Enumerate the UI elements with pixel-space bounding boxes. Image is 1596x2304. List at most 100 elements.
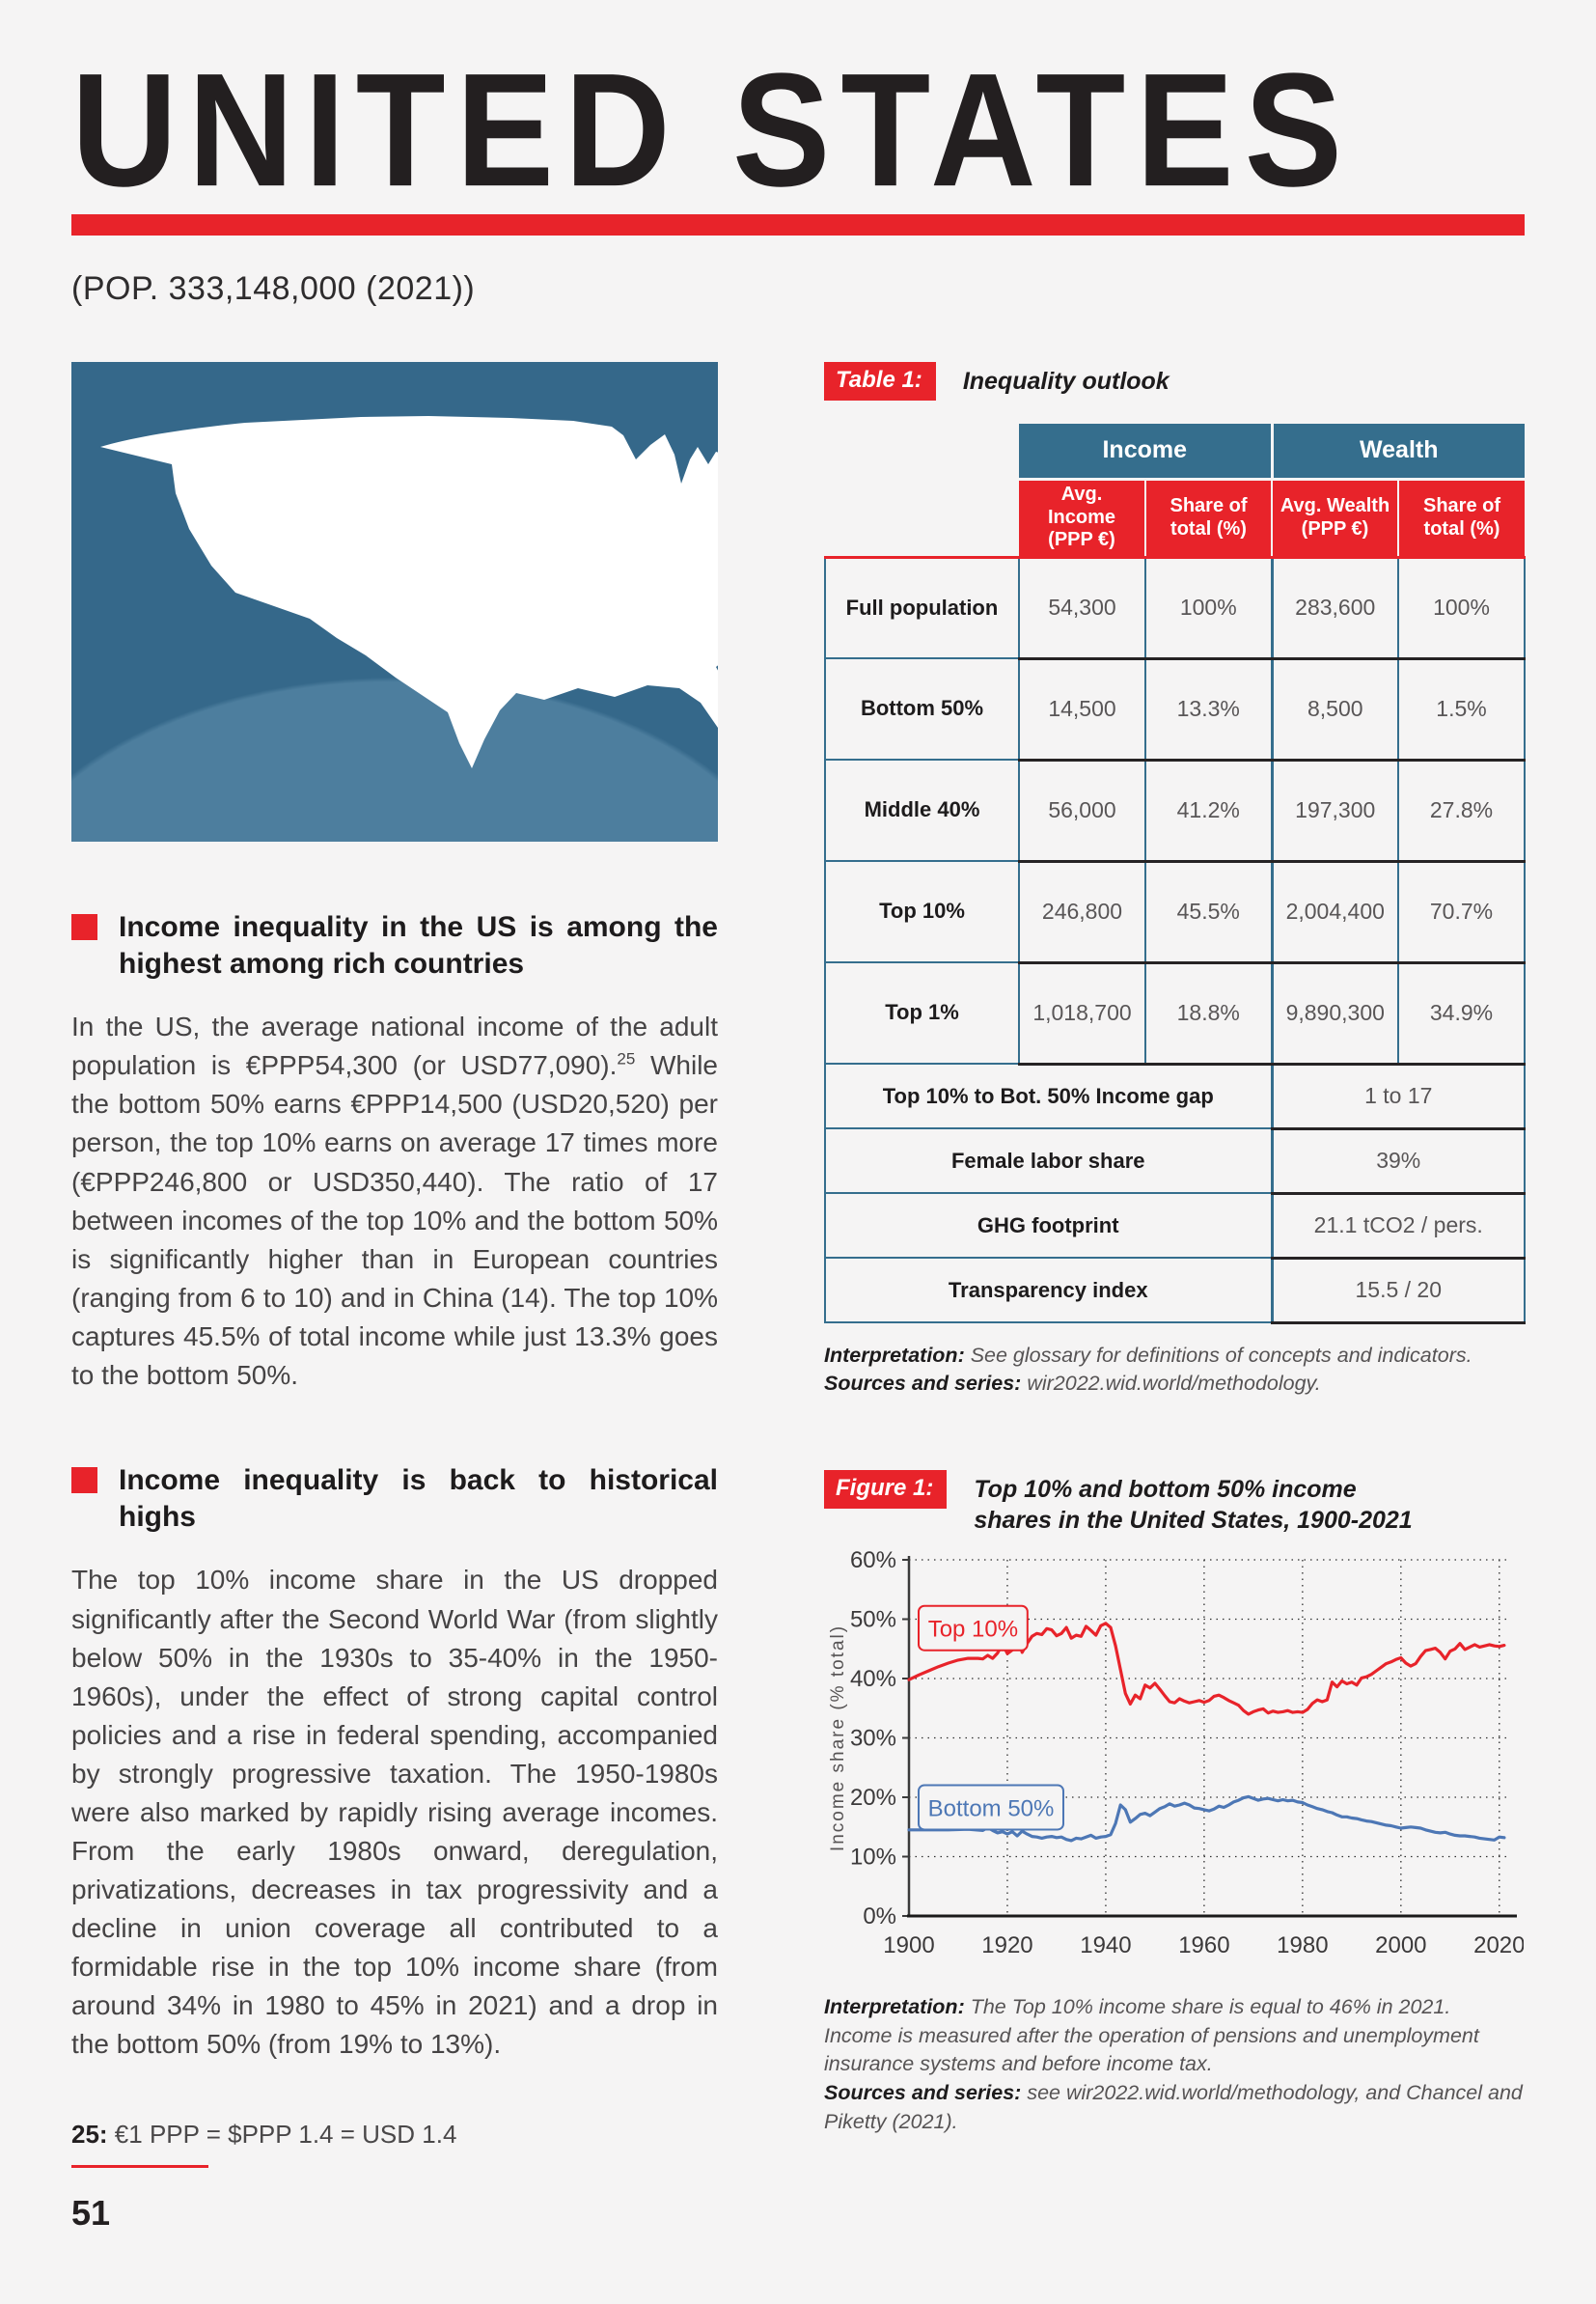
svg-text:Bottom 50%: Bottom 50% [928,1795,1055,1821]
table-corner-blank [825,424,1019,558]
table-row: Bottom 50% 14,500 13.3% 8,500 1.5% [824,656,1526,762]
table-label-chip: Table 1: [824,361,936,401]
col-header-avg-income: Avg. Income (PPP €) [1019,479,1145,558]
svg-text:40%: 40% [850,1666,896,1692]
sources-text: wir2022.wid.world/methodology. [1021,1372,1321,1396]
cell-value: 54,300 [1018,555,1146,660]
figure-chart-wrap: 0% 10% 20% 30% 40% 50% 60% 1900 1920 1940 1960 1980… [824,1546,1525,1976]
svg-text:Top 10%: Top 10% [928,1617,1018,1643]
row-label: Top 10% [824,860,1020,964]
section-1-heading-row: Income inequality in the US is among the… [71,909,718,984]
summary-value: 1 to 17 [1270,1062,1526,1130]
table-row: Top 10% 246,800 45.5% 2,004,400 70.7% [824,859,1526,964]
svg-text:10%: 10% [850,1844,896,1870]
svg-text:50%: 50% [850,1606,896,1632]
cell-value: 41.2% [1144,758,1273,863]
footnote-number: 25: [71,2119,108,2149]
svg-text:60%: 60% [850,1547,896,1573]
col-header-avg-wealth: Avg. Wealth (PPP €) [1271,479,1398,558]
summary-row: Female labor share 39% [824,1126,1526,1195]
footnote-ref-25: 25 [617,1050,636,1069]
page-title: UNITED STATES [71,40,1354,221]
table-interpretation: Interpretation: See glossary for definit… [824,1342,1524,1399]
cell-value: 27.8% [1397,758,1526,863]
table-row: Middle 40% 56,000 41.2% 197,300 27.8% [824,758,1526,863]
footnote-text: €1 PPP = $PPP 1.4 = USD 1.4 [107,2119,457,2149]
cell-value: 8,500 [1270,656,1399,762]
population-line: (POP. 333,148,000 (2021)) [71,269,476,307]
red-square-bullet-icon [71,913,97,940]
svg-text:1900: 1900 [883,1932,934,1958]
interpretation-label: Interpretation: [824,1994,965,2018]
col-header-income-share: Share of total (%) [1144,479,1272,558]
row-label: Top 1% [824,961,1020,1066]
cell-value: 18.8% [1144,960,1273,1066]
country-map-tile [71,361,718,842]
cell-value: 283,600 [1270,555,1399,660]
cell-value: 100% [1144,555,1273,660]
group-header-income: Income [1019,423,1272,481]
section-2-heading-row: Income inequality is back to historical … [71,1462,718,1537]
svg-text:1940: 1940 [1080,1932,1131,1958]
svg-text:1920: 1920 [981,1932,1032,1958]
interpretation-label: Interpretation: [824,1343,965,1367]
section-1-heading: Income inequality in the US is among the… [119,910,718,980]
row-label: Bottom 50% [824,657,1020,762]
table-title: Inequality outlook [962,367,1169,395]
summary-row: Transparency index 15.5 / 20 [824,1256,1526,1324]
right-column: Table 1: Inequality outlook Income Wealt… [824,361,1526,2137]
us-map-silhouette [100,415,718,768]
cell-value: 13.3% [1144,656,1273,762]
svg-text:2020: 2020 [1473,1932,1524,1958]
summary-label: GHG footprint [824,1192,1273,1260]
svg-text:30%: 30% [850,1725,896,1751]
cell-value: 9,890,300 [1270,960,1399,1066]
figure-title: Top 10% and bottom 50% income shares in … [974,1475,1413,1535]
cell-value: 34.9% [1397,960,1526,1066]
summary-label: Transparency index [824,1257,1273,1324]
page-number: 51 [71,2192,111,2233]
section-2-paragraph: The top 10% income share in the US dropp… [71,1565,718,2059]
summary-value: 39% [1270,1126,1526,1195]
inequality-table: Income Wealth Avg. Income (PPP €) Share … [824,423,1526,1324]
interpretation-text: The Top 10% income share is equal to 46%… [824,1994,1479,2076]
summary-value: 15.5 / 20 [1270,1256,1526,1324]
figure-block: Figure 1: Top 10% and bottom 50% income … [824,1469,1525,2136]
footnote-red-rule [71,2164,208,2168]
summary-row: GHG footprint 21.1 tCO2 / pers. [824,1191,1526,1260]
cell-value: 70.7% [1397,859,1526,964]
figure-block-head: Figure 1: Top 10% and bottom 50% income … [824,1469,1524,1537]
table-block-head: Table 1: Inequality outlook [824,361,1524,401]
income-shares-line-chart: 0% 10% 20% 30% 40% 50% 60% 1900 1920 1940 1960 1980… [828,1547,1525,1958]
group-header-wealth: Wealth [1270,423,1525,481]
title-red-rule [71,213,1525,236]
section-1-paragraph: In the US, the average national income o… [71,1008,718,1394]
sources-text: see wir2022.wid.world/methodology, and C… [824,2080,1523,2133]
report-page: UNITED STATES (POP. 333,148,000 (2021)) … [0,40,1596,2234]
cell-value: 1,018,700 [1018,960,1146,1066]
summary-label: Top 10% to Bot. 50% Income gap [824,1063,1273,1130]
svg-text:Income share (% total): Income share (% total) [828,1624,848,1851]
cell-value: 14,500 [1018,656,1146,762]
cell-value: 246,800 [1018,859,1146,964]
interpretation-text: See glossary for definitions of concepts… [964,1343,1472,1367]
svg-text:20%: 20% [850,1785,896,1811]
row-label: Full population [824,555,1020,660]
table-row: Top 1% 1,018,700 18.8% 9,890,300 34.9% [824,960,1526,1066]
cell-value: 56,000 [1018,758,1146,863]
section-1-text-b: While the bottom 50% earns €PPP14,500 (U… [71,1050,718,1390]
section-2-heading: Income inequality is back to historical … [119,1463,718,1534]
summary-value: 21.1 tCO2 / pers. [1270,1191,1526,1260]
cell-value: 45.5% [1144,859,1273,964]
summary-row: Top 10% to Bot. 50% Income gap 1 to 17 [824,1062,1526,1130]
cell-value: 1.5% [1397,656,1526,762]
red-square-bullet-icon [71,1466,97,1493]
svg-text:2000: 2000 [1375,1932,1426,1958]
svg-text:0%: 0% [863,1903,896,1929]
svg-text:1980: 1980 [1277,1932,1328,1958]
section-1-text-a: In the US, the average national income o… [71,1012,718,1081]
col-header-wealth-share: Share of total (%) [1397,479,1525,558]
cell-value: 2,004,400 [1270,859,1399,964]
footnote: 25: €1 PPP = $PPP 1.4 = USD 1.4 [71,2120,718,2168]
cell-value: 100% [1397,555,1526,660]
